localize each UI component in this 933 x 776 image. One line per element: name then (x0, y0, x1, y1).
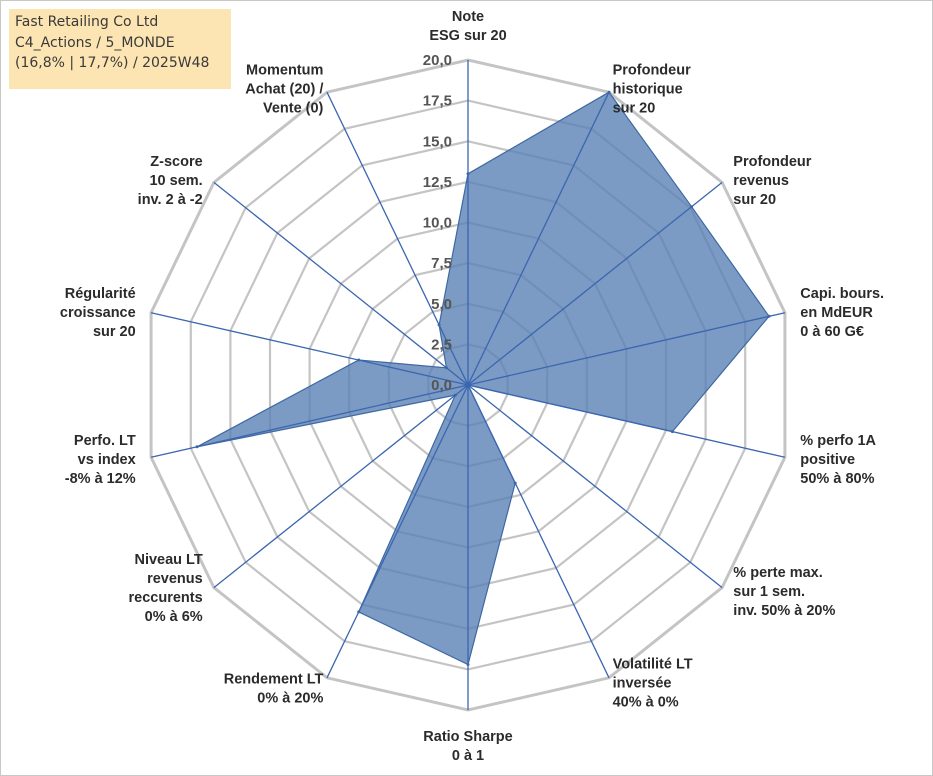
category-label-line: sur 20 (733, 192, 776, 208)
tick-label: 20,0 (423, 52, 452, 69)
category-label-line: Achat (20) / (245, 81, 323, 97)
category-label-line: sur 1 sem. (733, 584, 805, 600)
axis-spoke (467, 384, 723, 589)
category-label-line: historique (613, 81, 683, 97)
category-label-line: reccurents (129, 590, 203, 606)
category-label-line: inv. 2 à -2 (138, 192, 203, 208)
category-label-line: Rendement LT (224, 671, 324, 687)
axis-spoke (467, 91, 610, 386)
category-label: Ratio Sharpe 0 à 1 (423, 729, 512, 764)
category-label-line: vs index (78, 452, 136, 468)
axis-spoke (326, 384, 469, 679)
category-label: Profondeur historique sur 20 (613, 62, 691, 116)
category-label: Régularité croissance sur 20 (60, 286, 136, 340)
category-label-line: inversée (613, 676, 672, 692)
category-label-line: % perfo 1A (800, 433, 876, 449)
category-label-line: Profondeur (733, 154, 811, 170)
category-label-line: Régularité (65, 286, 136, 302)
tick-layer: 0,0 2,5 5,0 7,5 10,0 12,5 15,0 17,5 20,0 (423, 52, 452, 394)
category-label-line: 0% à 6% (145, 609, 203, 625)
category-label: C4_Actions / 5_MONDE (15, 34, 175, 51)
info-box: Fast Retailing Co Ltd C4_Actions / 5_MON… (9, 9, 231, 89)
category-label-line: revenus (733, 173, 789, 189)
axis-spoke (150, 384, 469, 458)
category-label-line: en MdEUR (800, 305, 873, 321)
stats-label: (16,8% | 17,7%) / 2025W48 (15, 55, 210, 71)
category-label-line: revenus (147, 571, 203, 587)
axis-spoke (467, 312, 786, 386)
category-label-line: 10 sem. (149, 173, 202, 189)
category-label: Volatilité LT inversée 40% à 0% (613, 657, 693, 711)
category-label-line: 0 à 60 G€ (800, 324, 864, 340)
category-label-line: ESG sur 20 (429, 28, 506, 44)
tick-label: 10,0 (423, 215, 452, 232)
category-label: Rendement LT 0% à 20% (224, 671, 324, 706)
axis-spoke (467, 384, 610, 679)
category-label: Z-score 10 sem. inv. 2 à -2 (138, 154, 203, 208)
category-label-line: -8% à 12% (65, 471, 136, 487)
category-label-line: Vente (0) (263, 100, 324, 116)
tick-label: 17,5 (423, 93, 452, 110)
spoke-layer (150, 60, 786, 710)
label-layer: Note ESG sur 20 Profondeur historique sur 20… (60, 9, 884, 764)
category-label: % perte max. sur 1 sem. inv. 50% à 20% (733, 565, 835, 619)
category-label: Niveau LT revenus reccurents 0% à 6% (129, 552, 203, 625)
category-label: Capi. bours. en MdEUR 0 à 60 G€ (800, 286, 884, 340)
category-label-line: Note (452, 9, 484, 25)
category-label-line: % perte max. (733, 565, 822, 581)
category-label: Profondeur revenus sur 20 (733, 154, 811, 208)
category-label-line: croissance (60, 305, 136, 321)
tick-label: 0,0 (431, 377, 452, 394)
tick-label: 7,5 (431, 255, 452, 272)
category-label-line: Ratio Sharpe (423, 729, 512, 745)
axis-spoke (467, 384, 786, 458)
category-label: Note ESG sur 20 (429, 9, 506, 44)
axis-spoke (213, 181, 469, 386)
category-label: Momentum Achat (20) / Vente (0) (245, 62, 323, 116)
category-label-line: positive (800, 452, 855, 468)
category-label-line: Volatilité LT (613, 657, 693, 673)
axis-spoke (150, 312, 469, 386)
tick-label: 15,0 (423, 133, 452, 150)
category-label-line: 0 à 1 (452, 748, 484, 764)
tick-label: 2,5 (431, 336, 452, 353)
tick-label: 12,5 (423, 174, 452, 191)
category-label-line: Niveau LT (134, 552, 202, 568)
category-label-line: Z-score (150, 154, 202, 170)
category-label-line: Capi. bours. (800, 286, 884, 302)
axis-spoke (326, 91, 469, 386)
category-label-line: 40% à 0% (613, 695, 679, 711)
axis-spoke (213, 384, 469, 589)
category-label-line: Perfo. LT (74, 433, 136, 449)
series-layer (195, 90, 771, 666)
category-label-line: Momentum (246, 62, 323, 78)
category-label: Perfo. LT vs index -8% à 12% (65, 433, 136, 487)
category-label-line: inv. 50% à 20% (733, 603, 835, 619)
category-label-line: Profondeur (613, 62, 691, 78)
category-label-line: 50% à 80% (800, 471, 874, 487)
category-label-line: sur 20 (93, 324, 136, 340)
tick-label: 5,0 (431, 296, 452, 313)
category-label-line: 0% à 20% (257, 690, 323, 706)
category-label: % perfo 1A positive 50% à 80% (800, 433, 876, 487)
company-name: Fast Retailing Co Ltd (15, 14, 159, 30)
category-label-line: sur 20 (613, 100, 656, 116)
axis-spoke (467, 181, 723, 386)
